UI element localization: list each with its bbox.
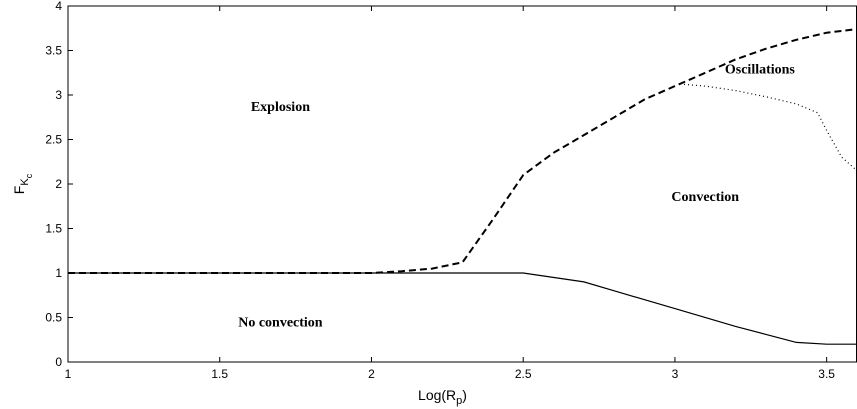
region-label-no-convection: No convection bbox=[238, 315, 323, 330]
series-line-solid bbox=[68, 273, 857, 344]
x-tick-label: 1.5 bbox=[211, 367, 228, 381]
annotation-layer: Explosion Oscillations Convection No convec… bbox=[238, 63, 795, 331]
series-line-dotted bbox=[684, 84, 857, 170]
x-axis-label: Log(Rp) bbox=[418, 387, 467, 407]
x-tick-label: 2.5 bbox=[515, 367, 532, 381]
axes-box bbox=[68, 6, 857, 362]
y-tick-label: 1.5 bbox=[45, 222, 62, 236]
x-tick-label: 3 bbox=[672, 367, 679, 381]
region-label-oscillations: Oscillations bbox=[725, 63, 796, 78]
y-tick-label: 3 bbox=[55, 88, 62, 102]
y-tick-label: 4 bbox=[55, 0, 62, 13]
y-tick-label: 2 bbox=[55, 177, 62, 191]
region-label-explosion: Explosion bbox=[251, 100, 310, 115]
x-tick-label: 1 bbox=[65, 367, 72, 381]
y-tick-label: 2.5 bbox=[45, 133, 62, 147]
axis-title-layer: Log(Rp) FKc bbox=[11, 173, 467, 407]
x-tick-label: 3.5 bbox=[818, 367, 835, 381]
y-tick-label: 1 bbox=[55, 266, 62, 280]
y-tick-label: 3.5 bbox=[45, 44, 62, 58]
y-tick-label: 0 bbox=[55, 355, 62, 369]
x-tick-label: 2 bbox=[368, 367, 375, 381]
region-label-convection: Convection bbox=[671, 190, 739, 205]
y-tick-label: 0.5 bbox=[45, 311, 62, 325]
y-axis-label: FKc bbox=[11, 173, 34, 194]
